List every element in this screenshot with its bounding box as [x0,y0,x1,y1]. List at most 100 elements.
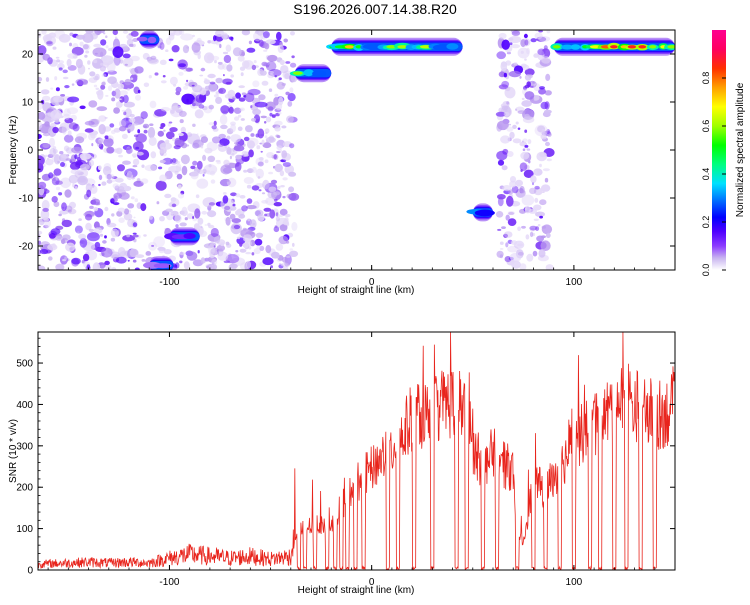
snr-y-tick-label: 400 [16,400,33,411]
noise-speckle [284,261,291,267]
noise-speckle [136,151,144,156]
noise-speckle [261,139,265,145]
noise-speckle [254,30,260,34]
colorbar-tick-label: 0.8 [701,72,711,85]
noise-speckle [112,46,124,58]
noise-speckle [237,114,242,118]
noise-speckle [541,128,545,135]
noise-speckle [181,165,188,176]
noise-speckle [517,127,521,130]
noise-speckle [88,100,98,108]
noise-speckle [114,36,118,39]
ridge-peak [610,45,618,49]
noise-speckle [207,155,216,162]
noise-speckle [84,128,94,133]
noise-speckle [171,45,180,53]
noise-speckle [41,30,47,35]
noise-speckle [55,235,63,241]
noise-speckle [58,213,62,217]
noise-speckle [171,203,177,208]
noise-speckle [257,161,264,167]
noise-speckle [130,30,139,37]
noise-speckle [48,32,57,38]
noise-speckle [88,159,95,167]
noise-speckle [200,257,206,264]
noise-speckle [524,129,528,133]
noise-speckle [109,123,115,128]
noise-speckle [130,196,135,200]
noise-speckle [122,30,129,34]
noise-speckle [258,189,262,192]
noise-speckle [133,180,144,187]
noise-speckle [89,71,96,77]
noise-speckle [240,118,245,121]
noise-speckle [168,32,176,37]
noise-speckle [268,135,275,142]
noise-speckle [532,81,535,84]
noise-speckle [98,183,101,187]
noise-speckle [509,176,517,183]
noise-speckle [530,175,537,184]
noise-speckle [79,153,92,160]
noise-speckle [207,210,217,218]
noise-speckle [202,173,205,177]
noise-speckle [538,248,546,258]
noise-speckle [235,140,238,144]
noise-speckle [67,65,77,71]
noise-speckle [89,205,94,209]
noise-speckle [87,60,91,65]
noise-speckle [90,32,98,40]
noise-speckle [159,59,167,65]
noise-speckle [121,109,127,112]
noise-speckle [265,196,277,206]
noise-speckle [236,236,241,240]
noise-speckle [521,225,526,229]
noise-speckle [88,133,96,141]
noise-speckle [200,145,204,149]
noise-speckle [168,58,174,62]
noise-speckle [270,179,278,184]
noise-speckle [520,50,524,54]
noise-speckle [175,163,182,171]
noise-speckle [275,216,280,222]
noise-speckle [208,104,214,110]
noise-speckle [72,183,75,188]
noise-speckle [132,158,140,166]
ridge-peak [344,45,355,49]
noise-speckle [241,30,251,36]
noise-speckle [122,53,131,59]
noise-speckle [539,86,545,90]
noise-speckle [256,245,261,249]
noise-speckle [123,111,127,116]
noise-speckle [46,40,54,47]
noise-speckle [246,184,252,189]
noise-speckle [247,140,255,149]
noise-speckle [103,72,109,77]
noise-speckle [506,126,514,132]
noise-speckle [215,96,223,104]
noise-speckle [69,32,74,37]
noise-speckle [75,34,86,40]
noise-speckle [57,63,65,70]
noise-speckle [117,207,126,213]
noise-speckle [42,95,51,102]
noise-speckle [148,75,152,79]
noise-speckle [537,48,546,56]
snr-frame [37,331,676,571]
noise-speckle [524,206,528,211]
snr-y-tick-label: 500 [16,359,33,370]
noise-speckle [134,267,140,270]
snr-plot-area [38,332,675,570]
noise-speckle [91,143,94,147]
noise-speckle [75,58,83,69]
noise-speckle [538,88,546,95]
noise-speckle [125,147,133,154]
noise-speckle [165,37,172,45]
noise-speckle [38,121,43,130]
noise-speckle [108,47,113,52]
noise-speckle [274,75,277,78]
noise-speckle [508,70,521,78]
noise-speckle [128,209,132,213]
noise-speckle [69,42,72,47]
noise-speckle [258,39,264,47]
